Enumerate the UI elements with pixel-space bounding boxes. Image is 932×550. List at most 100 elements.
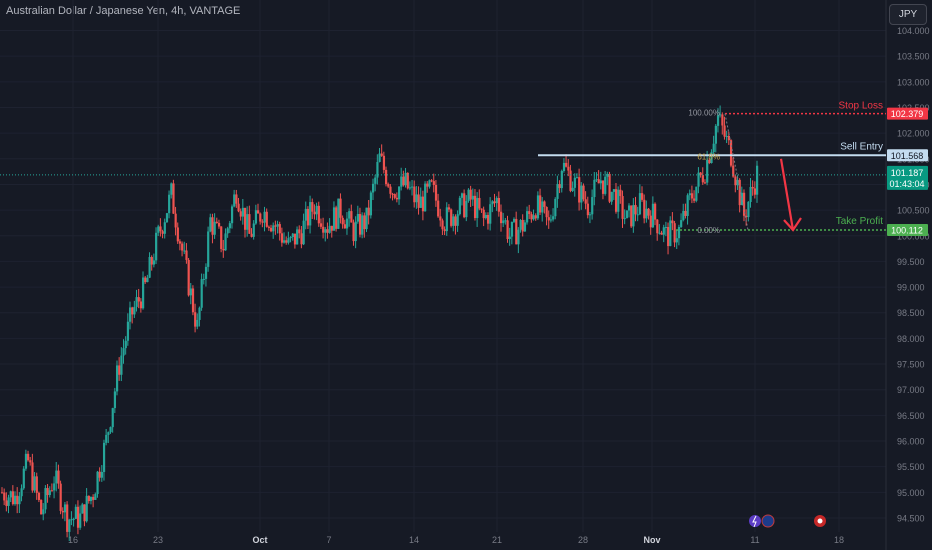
candle-body [469,189,472,200]
candle-body [667,227,670,247]
y-tick-label: 94.500 [897,514,925,524]
candle-body [137,297,140,302]
candle-body [315,205,318,215]
currency-button[interactable]: JPY [889,4,927,25]
candle-body [688,193,691,196]
candle-body [33,476,36,491]
candle-body [428,180,431,187]
candle-body [261,221,264,223]
candle-body [129,307,132,322]
candle-body [348,211,351,219]
y-tick-label: 100.500 [897,206,930,216]
candle-body [597,179,600,184]
candle-body [465,201,468,218]
candle-body [211,217,214,235]
candle-body [313,211,316,215]
candle-body [194,312,197,327]
candle-body [710,152,713,164]
candle-body [424,183,427,212]
candle-body [280,233,284,243]
candle-body [734,176,737,186]
candle-body [541,201,544,213]
candle-body [584,199,587,204]
candle-body [107,432,110,435]
fib-trend-line [724,113,749,231]
candle-body [35,476,38,493]
y-tick-label: 97.500 [897,360,925,370]
chart-title: Australian Dollar / Japanese Yen, 4h, VA… [6,5,241,17]
candle-body [385,169,388,185]
candle-body [549,219,553,221]
candle-body [66,504,69,532]
candle-body [649,215,652,228]
candle-body [706,159,709,183]
candle-body [311,202,314,212]
candle-body [237,203,240,212]
y-tick-label: 102.000 [897,129,930,139]
candle-body [558,184,561,189]
candle-body [400,176,403,187]
lightning-event-icon [752,515,757,528]
candle-body [252,223,255,237]
candle-body [328,225,331,233]
candle-body [57,470,60,484]
candle-body [751,186,754,189]
take-profit-price-tag-bg [887,224,928,237]
candle-body [11,491,15,505]
candle-body [677,226,681,239]
candle-body [554,198,557,217]
candle-body [124,340,127,349]
candle-body [61,510,64,513]
candle-body [274,225,277,227]
candle-body [283,240,286,243]
candle-body [204,266,208,279]
candle-body [354,221,357,242]
candle-body [374,177,377,184]
y-tick-label: 98.000 [897,334,925,344]
candle-body [586,203,589,216]
candle-body [675,238,678,243]
sell-entry-label: Sell Entry [840,141,883,152]
candle-body [3,492,6,501]
candle-body [300,233,303,245]
candle-body [191,288,195,313]
candle-body [669,220,672,247]
candle-body [662,227,665,235]
candle-body [467,189,470,202]
candle-body [304,208,307,221]
candle-body [296,229,299,245]
candle-body [552,216,555,220]
candle-body [519,219,522,230]
candle-body [382,155,386,170]
candle-body [230,206,234,224]
candle-body [641,193,644,200]
candle-body [708,159,711,164]
candle-body [452,216,455,226]
candle-body [92,496,95,500]
candle-body [712,143,715,153]
candle-body [697,172,700,187]
candle-body [417,194,420,208]
candle-body [257,210,260,214]
candle-body [356,213,360,222]
candle-body [443,229,446,232]
candle-body [220,226,223,249]
candle-body [738,179,741,206]
candle-body [139,301,143,309]
candle-body [53,483,56,491]
candle-body [528,211,531,215]
candle-body [365,207,368,230]
candle-body [146,277,149,283]
candle-body [263,211,266,223]
candle-body [651,203,655,228]
candle-body [55,470,58,484]
candle-body [185,250,188,260]
candle-body [632,205,635,227]
candle-body [740,192,744,206]
countdown-tag: 01:43:04 [889,179,924,189]
candle-body [543,201,546,207]
candle-body [482,209,485,219]
candle-body [493,201,496,204]
candle-body [625,210,629,219]
